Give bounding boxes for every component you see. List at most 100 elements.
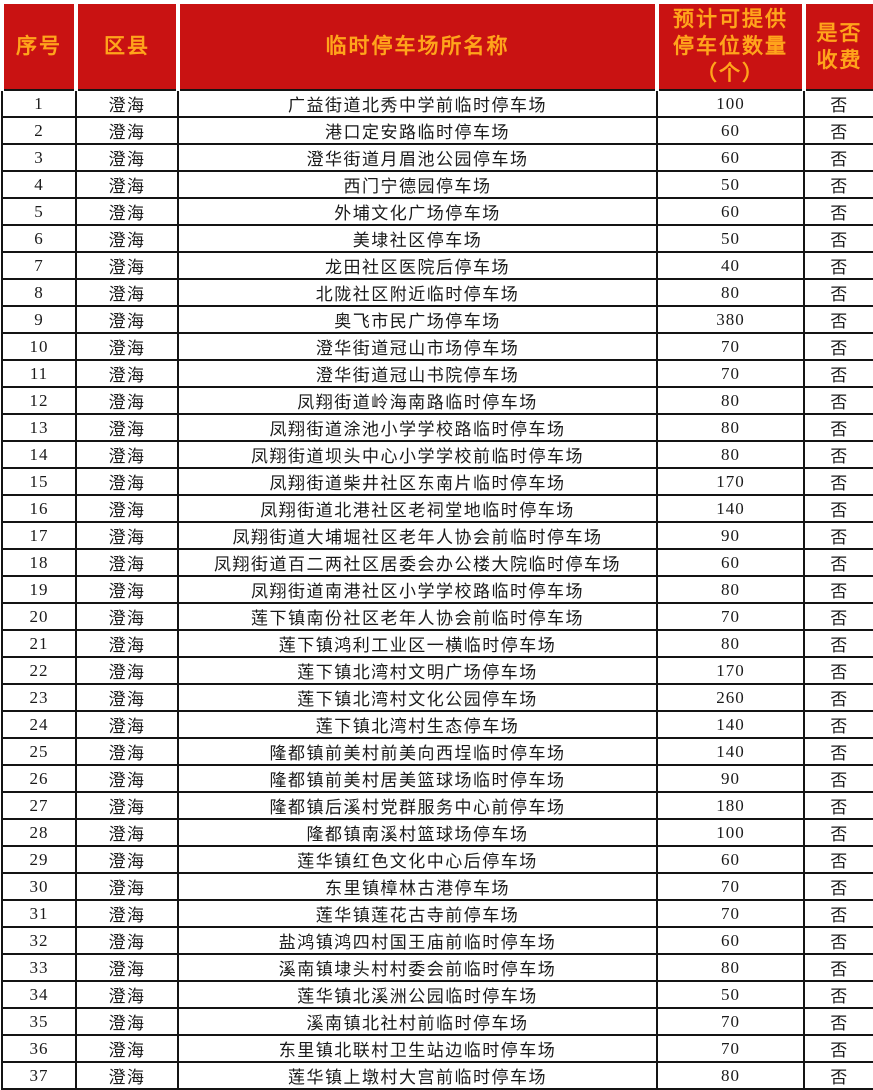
cell-capacity: 50 — [656, 980, 805, 1009]
cell-charged: 否 — [803, 467, 873, 496]
cell-index: 37 — [1, 1061, 77, 1090]
cell-charged: 否 — [803, 953, 873, 982]
cell-charged: 否 — [803, 440, 873, 469]
cell-charged: 否 — [803, 926, 873, 955]
cell-index: 3 — [1, 143, 77, 172]
cell-name: 莲下镇北湾村文化公园停车场 — [177, 683, 658, 712]
table-header: 序号 区县 临时停车场所名称 预计可提供 停车位数量 （个） 是否 收费 — [0, 0, 873, 91]
cell-district: 澄海 — [75, 575, 179, 604]
cell-capacity: 80 — [656, 575, 805, 604]
table-row: 8 澄海 北陇社区附近临时停车场 80 否 — [1, 278, 873, 307]
cell-capacity: 70 — [656, 359, 805, 388]
table-row: 32 澄海 盐鸿镇鸿四村国王庙前临时停车场 60 否 — [1, 926, 873, 955]
table-row: 21 澄海 莲下镇鸿利工业区一横临时停车场 80 否 — [1, 629, 873, 658]
cell-district: 澄海 — [75, 89, 179, 118]
table-row: 18 澄海 凤翔街道百二两社区居委会办公楼大院临时停车场 60 否 — [1, 548, 873, 577]
cell-capacity: 140 — [656, 710, 805, 739]
cell-name: 莲华镇上墩村大宫前临时停车场 — [177, 1061, 658, 1090]
cell-capacity: 170 — [656, 467, 805, 496]
cell-name: 奥飞市民广场停车场 — [177, 305, 658, 334]
cell-district: 澄海 — [75, 683, 179, 712]
cell-charged: 否 — [803, 278, 873, 307]
cell-index: 7 — [1, 251, 77, 280]
table-row: 11 澄海 澄华街道冠山书院停车场 70 否 — [1, 359, 873, 388]
cell-capacity: 70 — [656, 332, 805, 361]
cell-capacity: 60 — [656, 548, 805, 577]
cell-capacity: 90 — [656, 764, 805, 793]
cell-name: 凤翔街道坝头中心小学学校前临时停车场 — [177, 440, 658, 469]
cell-index: 16 — [1, 494, 77, 523]
cell-name: 北陇社区附近临时停车场 — [177, 278, 658, 307]
cell-charged: 否 — [803, 872, 873, 901]
cell-charged: 否 — [803, 602, 873, 631]
cell-district: 澄海 — [75, 629, 179, 658]
cell-capacity: 260 — [656, 683, 805, 712]
cell-district: 澄海 — [75, 305, 179, 334]
cell-index: 28 — [1, 818, 77, 847]
cell-district: 澄海 — [75, 710, 179, 739]
cell-capacity: 80 — [656, 440, 805, 469]
cell-index: 22 — [1, 656, 77, 685]
cell-capacity: 70 — [656, 1034, 805, 1063]
cell-name: 东里镇北联村卫生站边临时停车场 — [177, 1034, 658, 1063]
cell-charged: 否 — [803, 359, 873, 388]
cell-charged: 否 — [803, 89, 873, 118]
table-row: 29 澄海 莲华镇红色文化中心后停车场 60 否 — [1, 845, 873, 874]
cell-name: 广益街道北秀中学前临时停车场 — [177, 89, 658, 118]
cell-charged: 否 — [803, 683, 873, 712]
table-row: 14 澄海 凤翔街道坝头中心小学学校前临时停车场 80 否 — [1, 440, 873, 469]
cell-district: 澄海 — [75, 413, 179, 442]
cell-index: 8 — [1, 278, 77, 307]
table-row: 26 澄海 隆都镇前美村居美篮球场临时停车场 90 否 — [1, 764, 873, 793]
cell-index: 36 — [1, 1034, 77, 1063]
header-capacity-line2: 停车位数量 — [673, 34, 788, 58]
cell-index: 32 — [1, 926, 77, 955]
cell-name: 莲下镇北湾村文明广场停车场 — [177, 656, 658, 685]
cell-charged: 否 — [803, 224, 873, 253]
cell-district: 澄海 — [75, 467, 179, 496]
cell-name: 莲下镇南份社区老年人协会前临时停车场 — [177, 602, 658, 631]
cell-name: 凤翔街道柴井社区东南片临时停车场 — [177, 467, 658, 496]
cell-name: 莲华镇红色文化中心后停车场 — [177, 845, 658, 874]
header-name: 临时停车场所名称 — [176, 0, 659, 91]
cell-district: 澄海 — [75, 440, 179, 469]
cell-charged: 否 — [803, 170, 873, 199]
cell-capacity: 140 — [656, 494, 805, 523]
cell-index: 19 — [1, 575, 77, 604]
cell-index: 14 — [1, 440, 77, 469]
cell-capacity: 80 — [656, 386, 805, 415]
cell-index: 25 — [1, 737, 77, 766]
cell-index: 34 — [1, 980, 77, 1009]
cell-name: 隆都镇南溪村篮球场停车场 — [177, 818, 658, 847]
cell-capacity: 60 — [656, 926, 805, 955]
header-capacity: 预计可提供 停车位数量 （个） — [655, 0, 806, 91]
cell-district: 澄海 — [75, 872, 179, 901]
table-row: 20 澄海 莲下镇南份社区老年人协会前临时停车场 70 否 — [1, 602, 873, 631]
table-row: 36 澄海 东里镇北联村卫生站边临时停车场 70 否 — [1, 1034, 873, 1063]
cell-capacity: 60 — [656, 197, 805, 226]
cell-index: 2 — [1, 116, 77, 145]
cell-index: 17 — [1, 521, 77, 550]
cell-district: 澄海 — [75, 980, 179, 1009]
table-row: 35 澄海 溪南镇北社村前临时停车场 70 否 — [1, 1007, 873, 1036]
cell-charged: 否 — [803, 1007, 873, 1036]
cell-capacity: 170 — [656, 656, 805, 685]
cell-district: 澄海 — [75, 521, 179, 550]
table-row: 9 澄海 奥飞市民广场停车场 380 否 — [1, 305, 873, 334]
cell-name: 凤翔街道大埔堀社区老年人协会前临时停车场 — [177, 521, 658, 550]
cell-index: 13 — [1, 413, 77, 442]
cell-name: 东里镇樟林古港停车场 — [177, 872, 658, 901]
cell-capacity: 100 — [656, 818, 805, 847]
cell-charged: 否 — [803, 575, 873, 604]
cell-capacity: 70 — [656, 899, 805, 928]
cell-name: 港口定安路临时停车场 — [177, 116, 658, 145]
table-row: 3 澄海 澄华街道月眉池公园停车场 60 否 — [1, 143, 873, 172]
cell-charged: 否 — [803, 1034, 873, 1063]
table-row: 34 澄海 莲华镇北溪洲公园临时停车场 50 否 — [1, 980, 873, 1009]
cell-name: 莲下镇鸿利工业区一横临时停车场 — [177, 629, 658, 658]
cell-capacity: 40 — [656, 251, 805, 280]
cell-index: 1 — [1, 89, 77, 118]
cell-district: 澄海 — [75, 251, 179, 280]
header-charged: 是否 收费 — [802, 0, 873, 91]
